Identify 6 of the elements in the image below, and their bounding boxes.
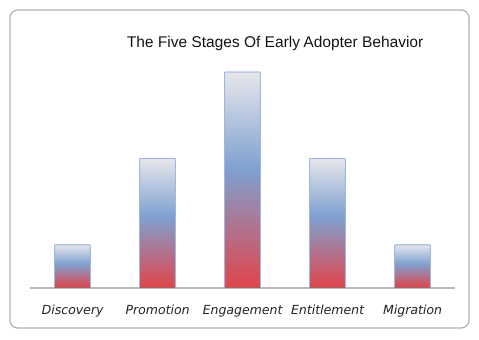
x-tick-label: Discovery: [42, 302, 104, 317]
x-tick-label: Engagement: [202, 302, 284, 317]
x-tick-label: Entitlement: [291, 302, 366, 317]
x-tick-label: Promotion: [125, 302, 190, 317]
chart-title: The Five Stages Of Early Adopter Behavior: [126, 34, 424, 51]
x-tick-label: Migration: [383, 302, 442, 317]
